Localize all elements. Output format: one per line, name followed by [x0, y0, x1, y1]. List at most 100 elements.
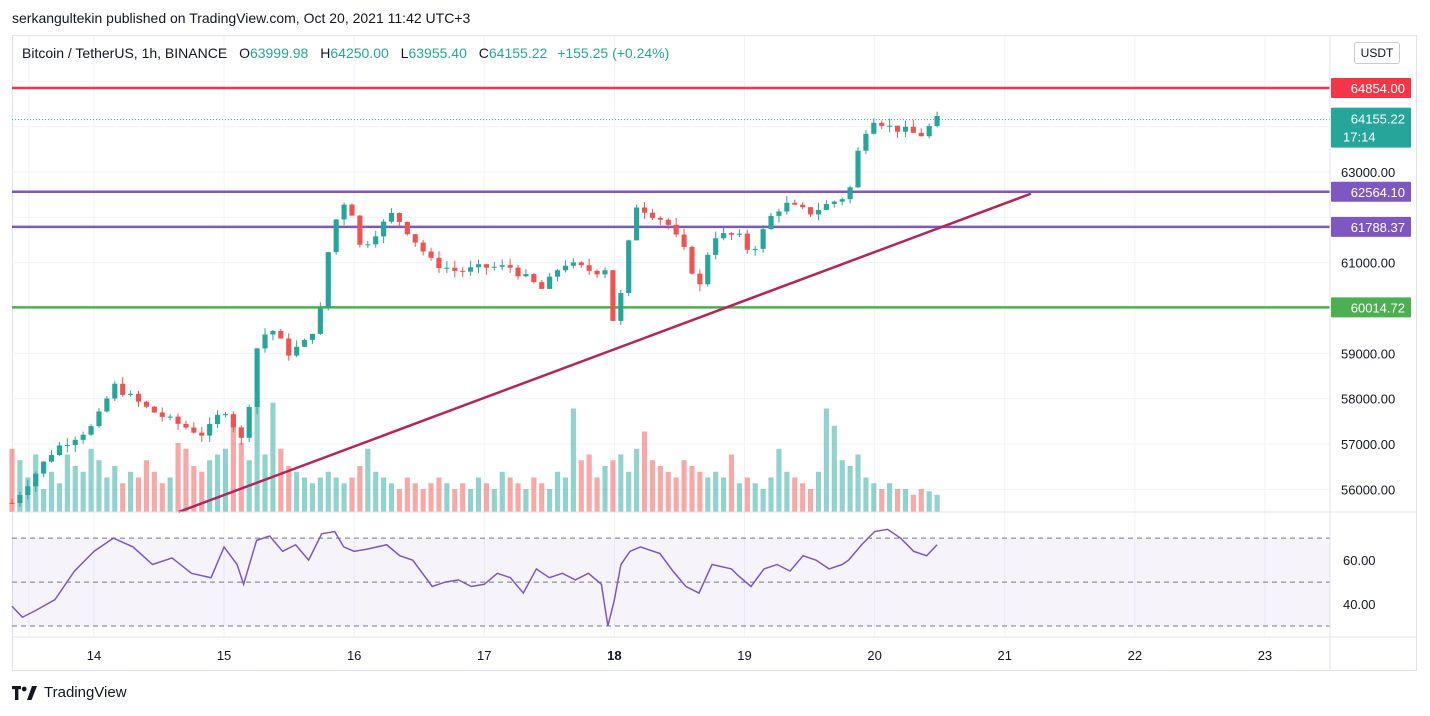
candle-body — [88, 426, 94, 435]
volume-bar — [17, 460, 23, 512]
volume-bar — [515, 483, 521, 512]
volume-bar — [41, 489, 47, 512]
volume-bars — [9, 397, 940, 512]
horizontal-levels — [12, 86, 1330, 309]
last-price-tag — [1331, 107, 1411, 148]
volume-bar — [839, 460, 845, 512]
candle-body — [365, 244, 371, 246]
candle-body — [246, 407, 252, 438]
volume-bar — [9, 448, 15, 512]
volume-bar — [333, 477, 339, 512]
volume-bar — [807, 489, 814, 512]
volume-bar — [238, 443, 244, 512]
volume-bar — [436, 477, 442, 512]
volume-bar — [48, 471, 55, 512]
grid — [12, 36, 1330, 637]
candle-body — [721, 233, 727, 239]
symbol-label[interactable]: Bitcoin / TetherUS, 1h, BINANCE — [22, 45, 228, 61]
candle-body — [894, 125, 901, 132]
volume-bar — [855, 454, 861, 512]
volume-bar — [539, 483, 545, 512]
volume-bar — [610, 460, 616, 512]
volume-bar — [697, 471, 703, 512]
volume-bar — [56, 483, 63, 512]
x-tick-label: 23 — [1258, 648, 1272, 663]
volume-bar — [879, 489, 885, 512]
candle-body — [562, 265, 569, 271]
currency-button[interactable]: USDT — [1354, 42, 1400, 64]
x-tick-label: 20 — [867, 648, 881, 663]
volume-bar — [626, 471, 632, 512]
volume-bar — [270, 402, 276, 512]
ascending-trend-line — [178, 192, 1032, 514]
volume-bar — [736, 483, 742, 512]
candle-body — [918, 132, 924, 137]
volume-bar — [460, 483, 466, 512]
volume-bar — [894, 489, 901, 512]
candle-body — [634, 207, 640, 241]
candle-body — [349, 204, 355, 216]
low-value: 63955.40 — [408, 45, 467, 61]
candle-body — [199, 432, 205, 436]
volume-bar — [159, 483, 165, 512]
candle-body — [934, 115, 940, 127]
volume-bar — [523, 489, 529, 512]
upper-purple-price-tag — [1331, 181, 1411, 202]
candle-body — [278, 330, 284, 339]
axes: 56000.00 57000.00 58000.00 59000.00 61000.00… — [12, 36, 1416, 671]
candle-body — [807, 207, 814, 215]
volume-bar — [815, 471, 822, 512]
candle-body — [689, 246, 695, 274]
volume-bar — [776, 448, 782, 512]
volume-bar — [381, 477, 387, 512]
volume-bar — [135, 477, 142, 512]
candle-body — [341, 204, 347, 220]
volume-bar — [499, 471, 505, 512]
tradingview-logo[interactable]: TradingView — [12, 684, 127, 701]
candle-body — [41, 461, 47, 474]
candle-body — [412, 234, 418, 243]
candle-body — [167, 416, 173, 418]
candle-body — [744, 233, 750, 250]
candle-body — [230, 414, 236, 428]
volume-bar — [705, 477, 711, 512]
volume-bar — [713, 471, 719, 512]
volume-bar — [547, 489, 553, 512]
candle-body — [317, 308, 323, 334]
volume-bar — [649, 460, 656, 512]
volume-bar — [183, 448, 189, 512]
volume-bar — [681, 460, 687, 512]
volume-bar — [96, 460, 102, 512]
candle-body — [254, 348, 260, 408]
volume-bar — [847, 466, 853, 512]
volume-bar — [768, 477, 774, 512]
volume-bar — [262, 454, 268, 512]
support-price-label: 60014.72 — [1351, 300, 1405, 315]
volume-bar — [230, 414, 236, 512]
volume-bar — [143, 460, 149, 512]
candle-body — [420, 242, 426, 252]
candle-body — [309, 333, 316, 340]
volume-bar — [531, 477, 537, 512]
x-tick-label: 14 — [87, 648, 101, 663]
volume-bar — [254, 397, 260, 512]
candle-body — [705, 254, 711, 285]
candle-body — [96, 411, 102, 427]
candle-body — [428, 251, 434, 258]
volume-bar — [475, 477, 482, 512]
candle-body — [452, 267, 458, 271]
candle-body — [641, 207, 648, 213]
candle-body — [649, 212, 656, 218]
volume-bar — [215, 454, 221, 512]
volume-bar — [483, 483, 489, 512]
candle-body — [286, 338, 292, 356]
volume-bar — [468, 489, 474, 512]
volume-bar — [88, 448, 94, 512]
candle-body — [72, 439, 78, 445]
price-labels: 64854.00 62564.10 61788.37 60014.72 64155.22… — [1331, 77, 1411, 318]
candle-body — [120, 383, 126, 395]
open-value: 63999.98 — [249, 45, 309, 61]
volume-bar — [325, 471, 331, 512]
candle-body — [863, 133, 869, 151]
